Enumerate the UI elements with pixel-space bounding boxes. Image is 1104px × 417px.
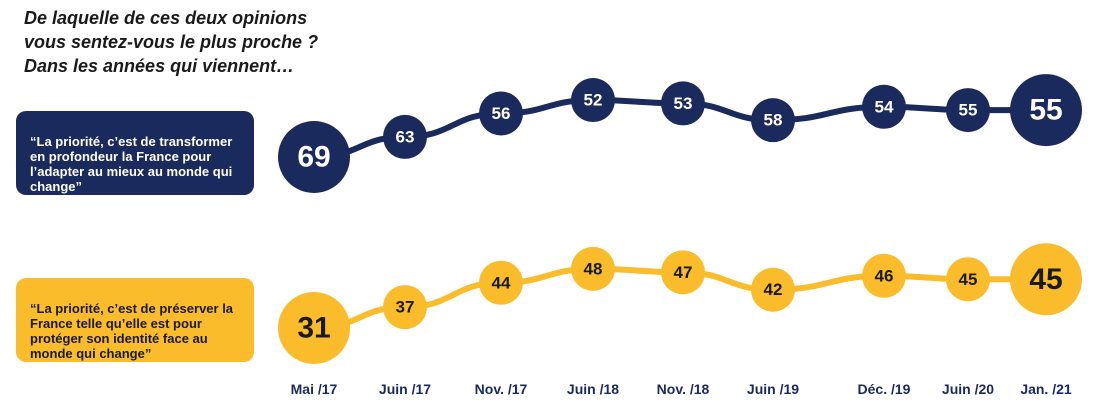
point-preserver-6 bbox=[862, 253, 906, 298]
point-transformer-5 bbox=[751, 98, 795, 143]
data-label-preserver-7: 45 bbox=[959, 270, 978, 289]
point-transformer-0 bbox=[278, 121, 350, 193]
data-label-transformer-6: 54 bbox=[875, 97, 894, 116]
data-label-transformer-1: 63 bbox=[396, 127, 415, 146]
question-title: De laquelle de ces deux opinions vous se… bbox=[24, 6, 384, 78]
data-label-transformer-8: 55 bbox=[1029, 94, 1062, 127]
x-tick-5: Juin /19 bbox=[747, 381, 799, 397]
point-transformer-7 bbox=[946, 88, 990, 133]
data-label-preserver-3: 48 bbox=[584, 259, 603, 278]
data-label-preserver-8: 45 bbox=[1029, 263, 1062, 296]
x-tick-8: Jan. /21 bbox=[1020, 381, 1072, 397]
point-preserver-1 bbox=[383, 285, 427, 330]
data-label-transformer-3: 52 bbox=[584, 91, 603, 110]
point-transformer-8 bbox=[1010, 74, 1082, 147]
data-label-preserver-6: 46 bbox=[875, 266, 894, 285]
x-tick-6: Déc. /19 bbox=[858, 381, 911, 397]
point-transformer-1 bbox=[383, 114, 427, 159]
data-label-preserver-5: 42 bbox=[764, 280, 783, 299]
data-label-transformer-7: 55 bbox=[959, 101, 978, 120]
data-label-preserver-2: 44 bbox=[492, 273, 511, 292]
point-preserver-5 bbox=[751, 267, 795, 312]
x-tick-3: Juin /18 bbox=[567, 381, 619, 397]
point-preserver-8 bbox=[1010, 243, 1082, 316]
point-preserver-3 bbox=[571, 246, 615, 291]
x-tick-2: Nov. /17 bbox=[475, 381, 528, 397]
data-label-transformer-2: 56 bbox=[492, 104, 511, 123]
data-label-preserver-0: 31 bbox=[297, 312, 330, 345]
data-label-preserver-4: 47 bbox=[674, 263, 693, 282]
point-preserver-7 bbox=[946, 257, 990, 302]
data-label-transformer-0: 69 bbox=[297, 141, 330, 174]
x-tick-7: Juin /20 bbox=[942, 381, 994, 397]
point-preserver-2 bbox=[479, 260, 523, 305]
legend-preserver-label: “La priorité, c’est de préserver la Fran… bbox=[30, 301, 234, 361]
data-label-transformer-5: 58 bbox=[764, 111, 783, 130]
data-label-preserver-1: 37 bbox=[396, 298, 415, 317]
data-label-transformer-4: 53 bbox=[674, 94, 693, 113]
legend-transformer-label: “La priorité, c’est de transformer en pr… bbox=[30, 134, 233, 194]
point-preserver-4 bbox=[661, 250, 705, 295]
point-transformer-3 bbox=[571, 78, 615, 123]
x-tick-0: Mai /17 bbox=[291, 381, 338, 397]
x-tick-1: Juin /17 bbox=[379, 381, 431, 397]
legend-preserver: “La priorité, c’est de préserver la Fran… bbox=[16, 278, 254, 362]
legend-transformer: “La priorité, c’est de transformer en pr… bbox=[16, 111, 254, 195]
point-transformer-6 bbox=[862, 84, 906, 129]
question-line-3: Dans les années qui viennent… bbox=[24, 56, 295, 76]
question-line-2: vous sentez-vous le plus proche ? bbox=[24, 32, 319, 52]
point-preserver-0 bbox=[278, 292, 350, 364]
point-transformer-4 bbox=[661, 81, 705, 126]
x-tick-4: Nov. /18 bbox=[657, 381, 710, 397]
point-transformer-2 bbox=[479, 91, 523, 136]
question-line-1: De laquelle de ces deux opinions bbox=[24, 8, 308, 28]
